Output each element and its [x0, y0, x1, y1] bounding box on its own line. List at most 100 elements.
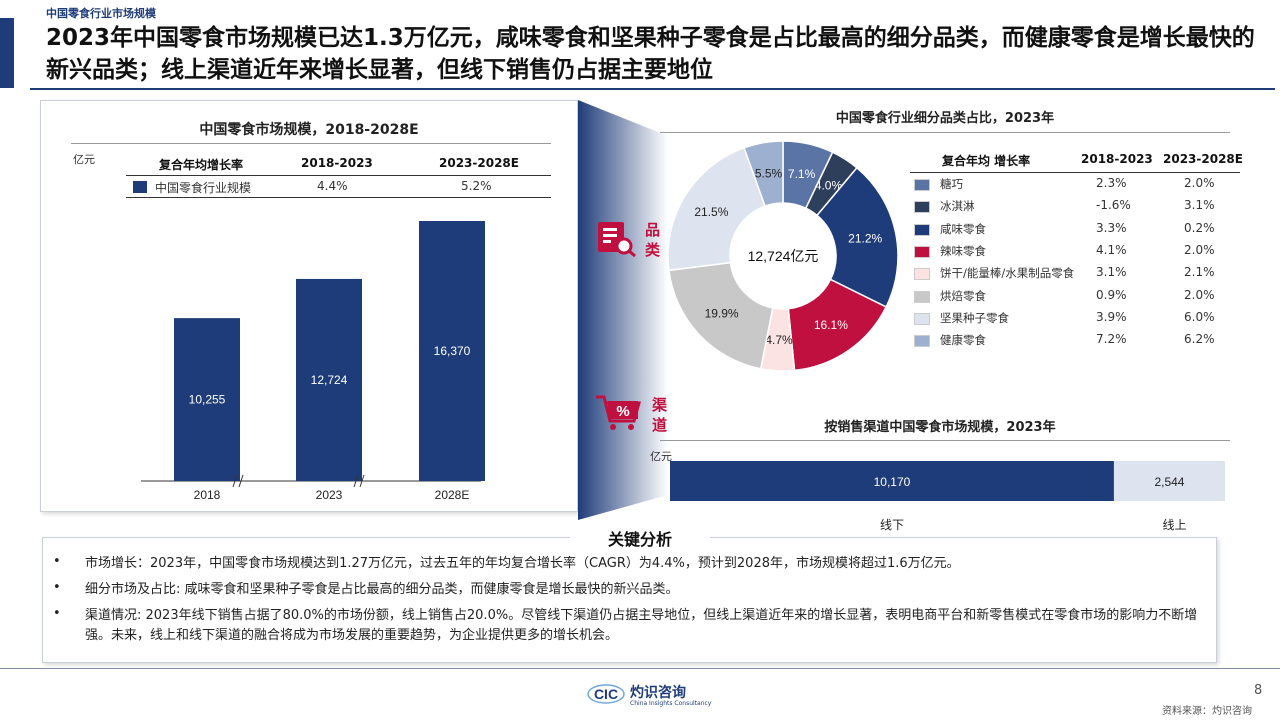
- legend-cagr-2023-2028: 2.1%: [1184, 265, 1215, 280]
- page-title: 2023年中国零食市场规模已达1.3万亿元，咸味零食和坚果种子零食是占比最高的细…: [46, 25, 1255, 83]
- market-size-panel: 中国零食市场规模，2018-2028E 亿元 复合年均增长率 2018-2023…: [40, 100, 578, 512]
- breadcrumb: 中国零食行业市场规模: [46, 7, 156, 20]
- brand-name-en: China Insights Consultancy: [630, 700, 712, 707]
- title-accent-bar: [0, 18, 14, 88]
- channel-unit-label: 亿元: [650, 450, 672, 463]
- pie-slice: [787, 278, 888, 372]
- x-tick-label: 2028E: [435, 488, 470, 502]
- legend-cagr-2023-2028: 3.1%: [1184, 198, 1215, 213]
- legend-cagr-2018-2023: 3.9%: [1096, 309, 1127, 324]
- legend-cagr-2023-2028: 6.2%: [1184, 332, 1215, 347]
- bullet-3: •: [53, 606, 61, 621]
- chart-title-rule: [71, 143, 551, 144]
- legend-cagr-2018-2023: 3.1%: [1096, 265, 1127, 280]
- analysis-channels: 渠道情况: 2023年线下销售占据了80.0%的市场份额，线上销售占20.0%。…: [85, 608, 1198, 643]
- legend-cagr-2023-2028: 2.0%: [1184, 176, 1215, 190]
- cagr-row-rule: [126, 197, 551, 198]
- legend-cagr-2018-2023: 0.9%: [1096, 287, 1127, 302]
- legend-category-name: 烘焙零食: [940, 288, 986, 303]
- bar-2018: [174, 318, 240, 481]
- x-tick-label: 2018: [194, 488, 221, 502]
- brand-name-cn: 灼识咨询: [630, 685, 686, 701]
- category-side-label: 品类: [645, 221, 661, 259]
- channel-bar-线上: [1113, 461, 1225, 501]
- x-tick-label: 2023: [316, 488, 343, 502]
- bar-value-label: 10,255: [189, 393, 226, 407]
- axis-break-2: [353, 474, 365, 488]
- channel-stacked-bar-chart: 10,170 线下 2,544 线上: [670, 461, 1225, 532]
- channel-value-label: 10,170: [874, 475, 911, 489]
- pie-slice-label: 19.9%: [705, 306, 739, 320]
- pie-slice-label: 5.5%: [755, 166, 783, 180]
- channel-title-rule: [660, 440, 1230, 441]
- legend-category-name: 饼干/能量棒/水果制品零食: [940, 266, 1075, 281]
- bar-2028E: [419, 221, 485, 481]
- legend-swatch: [133, 181, 147, 193]
- cagr-header-col1: 2018-2023: [301, 156, 373, 170]
- page-number: 8: [1254, 683, 1263, 698]
- legend-category-name: 糖巧: [940, 177, 963, 191]
- pie-slice: [667, 146, 767, 272]
- legend-cagr-2018-2023: 2.3%: [1096, 176, 1127, 190]
- legend-swatch: [914, 312, 930, 325]
- document-search-icon: [598, 222, 636, 258]
- shopping-cart-percent-icon: %: [596, 395, 641, 430]
- channel-category-label: 线上: [1162, 518, 1186, 532]
- legend-category-name: 健康零食: [940, 333, 986, 348]
- legend-swatch: [914, 223, 930, 236]
- legend-swatch: [914, 268, 930, 281]
- pie-center-total: 12,724亿元: [748, 248, 819, 264]
- channel-category-label: 线下: [880, 518, 904, 532]
- legend-cagr-2018-2023: -1.6%: [1096, 198, 1131, 213]
- legend-category-name: 辣味零食: [940, 243, 986, 258]
- legend-cagr-2023-2028: 6.0%: [1184, 309, 1215, 324]
- footer-divider: [0, 668, 1280, 669]
- legend-label: 中国零食行业规模: [155, 181, 252, 195]
- channel-side-label: 渠道: [652, 396, 668, 434]
- legend-cagr-2018-2023: 7.2%: [1096, 332, 1127, 347]
- legend-cagr-2018-2023: 4.1%: [1096, 242, 1127, 257]
- legend-cagr-2023-2028: 2.0%: [1184, 287, 1215, 302]
- key-analysis-title: 关键分析: [570, 526, 710, 550]
- title-divider: [30, 88, 1275, 90]
- pie-table-header-rule: [910, 172, 1240, 173]
- bar-2023: [296, 278, 362, 481]
- unit-label: 亿元: [73, 153, 95, 166]
- channel-chart-title: 按销售渠道中国零食市场规模，2023年: [824, 420, 1056, 435]
- legend-category-name: 冰淇淋: [940, 199, 975, 214]
- axis-break-1: [232, 474, 244, 488]
- legend-swatch: [914, 179, 930, 191]
- pie-slice-label: 21.5%: [694, 205, 728, 219]
- bar-value-label: 16,370: [434, 344, 471, 358]
- source-note: 资料来源：灼识咨询: [1162, 706, 1252, 717]
- bullet-1: •: [53, 554, 61, 569]
- pie-slice-label: 7.1%: [788, 167, 816, 181]
- cagr-header-rule: [126, 175, 551, 176]
- market-size-chart-title: 中国零食市场规模，2018-2028E: [199, 122, 419, 138]
- pie-slice: [743, 140, 784, 208]
- category-pie-chart: 7.1%4.0% 21.2% 16.1% 4.7% 19.9% 21.5% 5.5% 12,7…: [667, 140, 899, 372]
- pie-slice: [815, 166, 899, 308]
- bar-value-label: 12,724: [311, 373, 348, 387]
- svg-text:%: %: [616, 403, 629, 420]
- analysis-market-growth: 市场增长：2023年，中国零食市场规模达到1.27万亿元，过去五年的年均复合增长…: [85, 556, 960, 571]
- cagr-2018-2023: 4.4%: [317, 179, 348, 193]
- pie-table-header-col2: 2023-2028E: [1163, 152, 1243, 166]
- channel-bar-线下: [670, 461, 1114, 501]
- pie-chart-title: 中国零食行业细分品类占比，2023年: [835, 111, 1055, 126]
- zoom-funnel-connector: [578, 100, 668, 520]
- pie-slice-label: 4.0%: [815, 178, 843, 192]
- legend-swatch: [914, 290, 930, 303]
- market-size-bar-chart: 10,255 2018 12,724 2023 16,370 2028E: [141, 221, 485, 502]
- pie-legend-table: 糖巧 2.3% 2.0% 冰淇淋 -1.6% 3.1% 咸味零食 3.3% 0.2% 辣味零食 4.…: [914, 176, 1244, 356]
- logo-text: CIC: [594, 686, 618, 702]
- pie-slice-label: 16.1%: [814, 318, 848, 332]
- bullet-2: •: [53, 580, 61, 595]
- legend-swatch: [914, 245, 930, 258]
- channel-value-label: 2,544: [1154, 475, 1184, 489]
- pie-slice: [668, 261, 774, 370]
- pie-table-header-col1: 2018-2023: [1081, 152, 1153, 166]
- pie-title-rule: [660, 132, 1230, 133]
- cagr-2023-2028: 5.2%: [461, 179, 492, 193]
- legend-category-name: 坚果种子零食: [940, 310, 1009, 325]
